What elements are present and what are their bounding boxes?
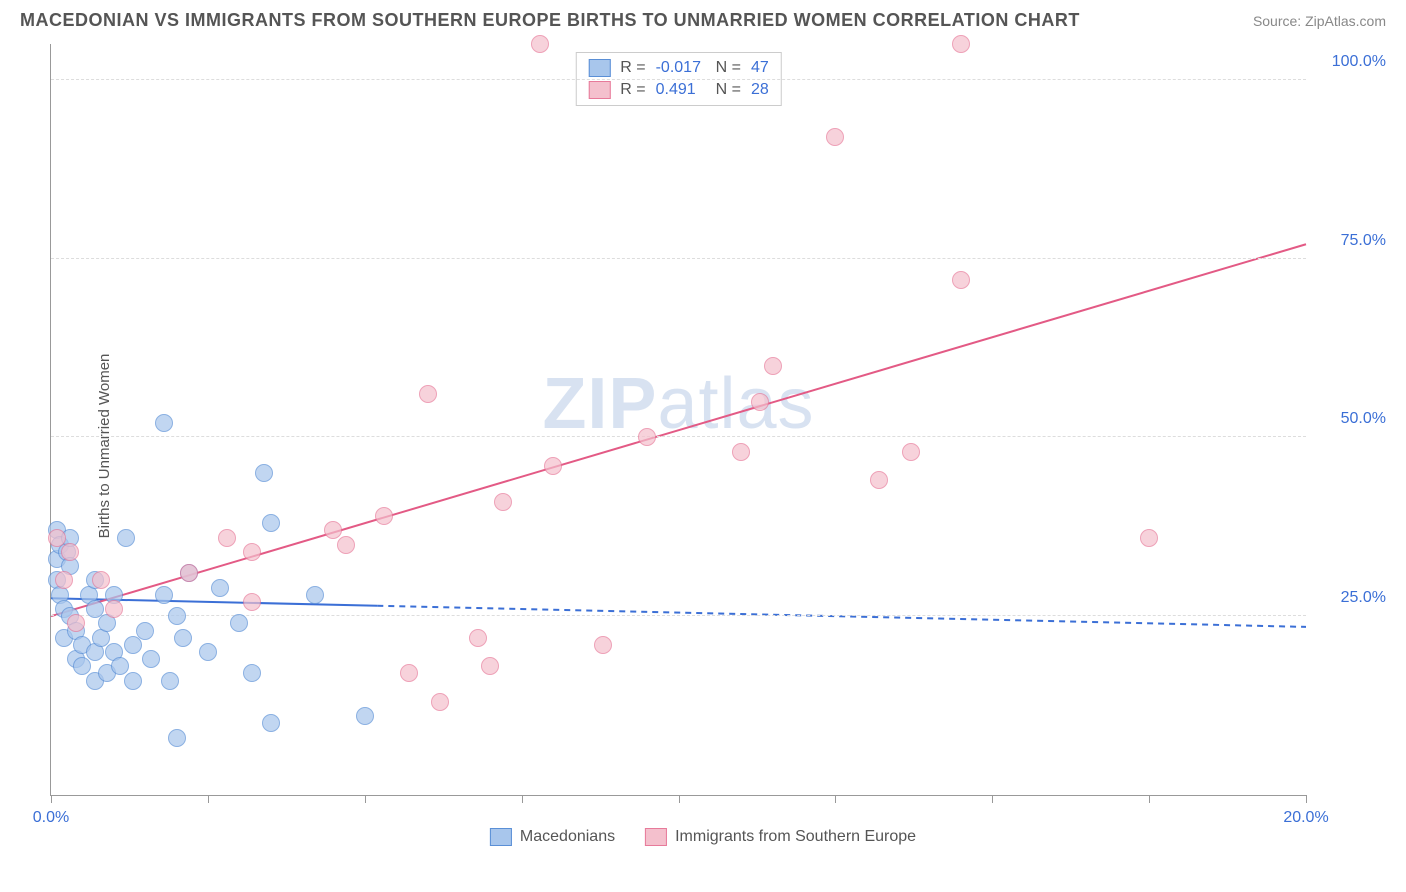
data-point: [117, 529, 135, 547]
data-point: [155, 586, 173, 604]
chart-title: MACEDONIAN VS IMMIGRANTS FROM SOUTHERN E…: [20, 10, 1080, 31]
grid-line: [51, 79, 1306, 80]
data-point: [638, 428, 656, 446]
data-point: [243, 593, 261, 611]
data-point: [356, 707, 374, 725]
data-point: [161, 672, 179, 690]
legend-swatch: [645, 828, 667, 846]
legend-row: R =0.491N =28: [588, 79, 768, 101]
source-label: Source: ZipAtlas.com: [1253, 13, 1386, 29]
data-point: [230, 614, 248, 632]
chart-container: Births to Unmarried Women ZIPatlas R =-0…: [0, 36, 1406, 856]
data-point: [55, 571, 73, 589]
data-point: [92, 571, 110, 589]
legend-swatch: [490, 828, 512, 846]
data-point: [764, 357, 782, 375]
data-point: [902, 443, 920, 461]
x-tick: [208, 795, 209, 803]
x-tick: [1306, 795, 1307, 803]
data-point: [952, 35, 970, 53]
data-point: [124, 672, 142, 690]
data-point: [255, 464, 273, 482]
data-point: [199, 643, 217, 661]
x-tick: [522, 795, 523, 803]
legend-row: R =-0.017N =47: [588, 57, 768, 79]
data-point: [124, 636, 142, 654]
legend-swatch: [588, 81, 610, 99]
data-point: [180, 564, 198, 582]
data-point: [494, 493, 512, 511]
data-point: [218, 529, 236, 547]
x-tick: [679, 795, 680, 803]
data-point: [594, 636, 612, 654]
data-point: [174, 629, 192, 647]
data-point: [419, 385, 437, 403]
legend-item: Immigrants from Southern Europe: [645, 828, 916, 846]
data-point: [262, 714, 280, 732]
data-point: [155, 414, 173, 432]
x-tick: [1149, 795, 1150, 803]
legend-label: Immigrants from Southern Europe: [675, 828, 916, 846]
data-point: [952, 271, 970, 289]
legend-item: Macedonians: [490, 828, 615, 846]
data-point: [1140, 529, 1158, 547]
x-tick: [51, 795, 52, 803]
watermark: ZIPatlas: [542, 363, 814, 445]
plot-area: ZIPatlas R =-0.017N =47R =0.491N =28 25.…: [50, 44, 1306, 796]
x-tick-label: 20.0%: [1283, 809, 1328, 827]
y-tick-label: 75.0%: [1316, 232, 1386, 250]
data-point: [136, 622, 154, 640]
data-point: [751, 393, 769, 411]
y-tick-label: 25.0%: [1316, 589, 1386, 607]
data-point: [142, 650, 160, 668]
data-point: [732, 443, 750, 461]
data-point: [481, 657, 499, 675]
data-point: [168, 607, 186, 625]
data-point: [870, 471, 888, 489]
data-point: [61, 543, 79, 561]
data-point: [211, 579, 229, 597]
x-tick: [835, 795, 836, 803]
legend-label: Macedonians: [520, 828, 615, 846]
legend-swatch: [588, 59, 610, 77]
data-point: [306, 586, 324, 604]
data-point: [469, 629, 487, 647]
grid-line: [51, 436, 1306, 437]
grid-line: [51, 258, 1306, 259]
data-point: [375, 507, 393, 525]
x-tick: [365, 795, 366, 803]
trend-lines: [51, 44, 1306, 795]
x-tick-label: 0.0%: [33, 809, 69, 827]
x-tick: [992, 795, 993, 803]
data-point: [243, 664, 261, 682]
data-point: [67, 614, 85, 632]
data-point: [262, 514, 280, 532]
data-point: [826, 128, 844, 146]
data-point: [531, 35, 549, 53]
data-point: [400, 664, 418, 682]
series-legend: Macedonians Immigrants from Southern Euro…: [490, 828, 916, 846]
data-point: [243, 543, 261, 561]
data-point: [105, 600, 123, 618]
y-tick-label: 50.0%: [1316, 410, 1386, 428]
data-point: [544, 457, 562, 475]
data-point: [337, 536, 355, 554]
y-tick-label: 100.0%: [1316, 53, 1386, 71]
data-point: [168, 729, 186, 747]
data-point: [431, 693, 449, 711]
